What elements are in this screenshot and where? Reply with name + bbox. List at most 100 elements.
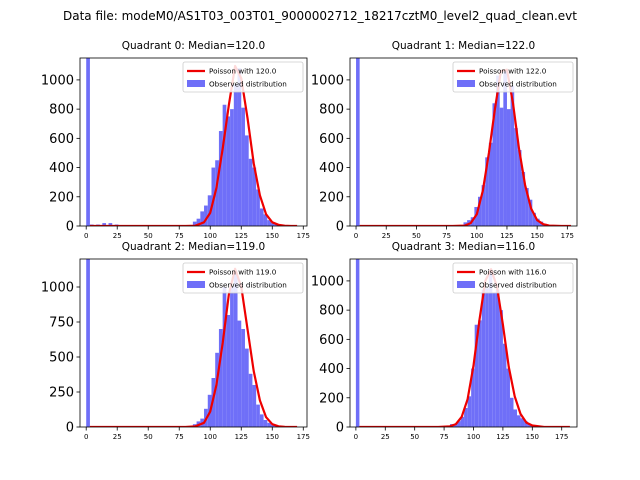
y-tick-label: 800	[49, 103, 74, 118]
legend-label: Observed distribution	[209, 281, 287, 290]
y-tick-label: 400	[49, 161, 74, 176]
histogram-bar	[528, 199, 533, 226]
histogram-bar	[499, 107, 504, 226]
y-tick-label: 0	[336, 220, 344, 235]
legend-label: Poisson with 116.0	[479, 268, 547, 277]
legend-label: Poisson with 120.0	[209, 67, 277, 76]
y-tick-label: 600	[49, 132, 74, 147]
subplot-quadrant-2: 0 25 50 75 100 125 150 175 0 250 500 750 1000 Quadran…	[41, 241, 310, 441]
axes-frame	[79, 57, 308, 227]
histogram-bar	[520, 418, 525, 427]
histogram-bar	[492, 103, 497, 226]
histogram-bar	[230, 109, 234, 226]
histogram-bar	[521, 171, 526, 226]
y-tick-label: 400	[319, 362, 344, 377]
y-tick-label: 800	[319, 103, 344, 118]
axes-frame	[79, 258, 308, 428]
histogram-bar	[237, 68, 242, 226]
histogram-bar	[226, 315, 231, 427]
x-tick-label: 125	[235, 232, 248, 240]
histogram-bar	[503, 71, 507, 226]
histogram-bar	[259, 208, 264, 226]
y-tick-label: 1000	[311, 73, 344, 88]
x-tick-label: 100	[467, 433, 480, 441]
histogram-bar	[237, 320, 242, 427]
x-tick-label: 175	[297, 232, 310, 240]
legend-box	[182, 61, 304, 93]
y-tick-label: 500	[49, 351, 74, 366]
histogram-bar	[453, 424, 458, 427]
histogram-bar	[274, 224, 279, 226]
poisson-line	[359, 268, 570, 427]
histogram-bar	[474, 324, 479, 427]
histogram-bar	[259, 414, 264, 427]
y-tick-label: 0	[336, 421, 344, 436]
subplot-title: Quadrant 2: Median=119.0	[122, 241, 265, 253]
histogram-bar	[481, 289, 486, 427]
histogram-bar	[102, 223, 107, 226]
legend-box	[452, 262, 574, 294]
y-tick-label: 0	[66, 421, 74, 436]
subplot-grid: 0 25 50 75 100 125 150 17502004006008001000Quad…	[41, 40, 578, 441]
histogram-bar	[356, 58, 360, 226]
histogram-bar	[252, 167, 257, 226]
y-tick-label: 200	[319, 391, 344, 406]
histogram-bar	[485, 288, 489, 427]
x-tick-label: 25	[113, 232, 122, 240]
y-tick-label: 200	[319, 190, 344, 205]
x-tick-label: 125	[500, 232, 513, 240]
legend-box	[182, 262, 304, 294]
x-tick-label: 75	[442, 232, 451, 240]
x-tick-label: 50	[412, 232, 421, 240]
y-tick-label: 400	[319, 161, 344, 176]
x-tick-label: 75	[440, 433, 449, 441]
histogram-bar	[509, 397, 514, 427]
histogram-bar	[517, 150, 522, 226]
histogram-bar	[525, 188, 529, 226]
y-tick-label: 1000	[41, 73, 74, 88]
histogram-bar	[496, 75, 500, 226]
y-tick-label: 600	[319, 132, 344, 147]
y-tick-label: 0	[66, 220, 74, 235]
histogram-bar	[457, 421, 461, 427]
histogram-bar	[527, 424, 532, 427]
histogram-bar	[478, 320, 482, 427]
legend-bar-swatch	[187, 281, 205, 288]
x-tick-label: 75	[175, 232, 184, 240]
x-tick-label: 25	[113, 433, 122, 441]
histogram-bar	[252, 385, 257, 427]
histogram-bar	[492, 292, 496, 427]
histogram-bar	[215, 160, 219, 226]
legend: Poisson with 122.0 Observed distribution	[452, 61, 574, 93]
x-tick-label: 125	[496, 433, 509, 441]
subplot-quadrant-3: 0 25 50 75 100 125 150 175 0 200 400 600 800 1000 Quad…	[311, 241, 578, 441]
histogram-bar	[192, 221, 197, 226]
histogram-bar	[241, 329, 245, 427]
axes-frame	[349, 57, 578, 227]
histogram-bar	[506, 109, 511, 226]
histogram-bar	[485, 157, 489, 226]
legend-bar-swatch	[457, 281, 475, 288]
histogram-bar	[355, 259, 360, 427]
histogram-bar	[271, 424, 275, 427]
legend-box	[452, 61, 574, 93]
histogram-bar	[248, 158, 253, 226]
y-tick-label: 1000	[311, 274, 344, 289]
legend-bar-swatch	[187, 80, 205, 87]
histogram-bar	[86, 58, 90, 226]
x-tick-label: 175	[561, 232, 574, 240]
histogram-bar	[222, 287, 227, 427]
histogram-bar	[267, 422, 272, 427]
x-tick-label: 100	[204, 232, 217, 240]
histogram-bar	[218, 329, 223, 427]
histogram-bar	[200, 211, 205, 226]
legend: Poisson with 119.0 Observed distribution	[182, 262, 304, 294]
histogram-bar	[230, 287, 234, 427]
histogram-bar	[233, 84, 238, 226]
subplot-title: Quadrant 3: Median=116.0	[392, 241, 535, 253]
subplot-title: Quadrant 0: Median=120.0	[122, 40, 265, 52]
plot-area	[355, 259, 570, 427]
histogram-bar	[481, 185, 486, 226]
histogram-bar	[256, 189, 260, 226]
legend-label: Poisson with 119.0	[209, 268, 277, 277]
